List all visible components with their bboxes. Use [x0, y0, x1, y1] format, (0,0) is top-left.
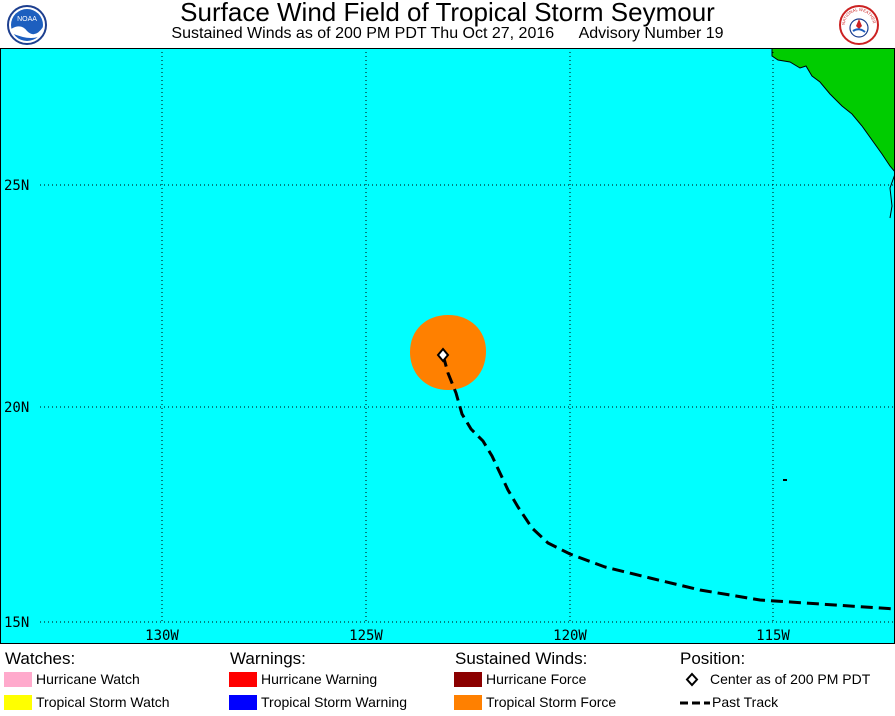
legend-tropical-storm-warning: Tropical Storm Warning [229, 694, 407, 710]
noaa-logo-text: NOAA [17, 16, 37, 23]
tropical-storm-wind-field [410, 315, 486, 390]
lon-label-125w: 125W [349, 628, 383, 644]
diamond-icon [685, 672, 699, 686]
page-subtitle: Sustained Winds as of 200 PM PDT Thu Oct… [0, 25, 895, 43]
legend-position-heading: Position: [680, 649, 746, 668]
tropical-storm-warning-swatch [229, 694, 257, 710]
legend-label: Hurricane Warning [261, 671, 378, 687]
storm-map: 25N 20N 15N 130W 125W 120W 115W [0, 48, 895, 644]
nws-logo-icon: NATIONAL WEATHER SERVICE [839, 5, 879, 45]
lon-label-120w: 120W [553, 628, 587, 644]
hurricane-warning-swatch [229, 671, 257, 687]
noaa-logo-icon: NOAA [7, 5, 47, 45]
graticule [40, 48, 895, 623]
lat-label-20n: 20N [4, 400, 29, 416]
legend-center: Center as of 200 PM PDT [684, 671, 870, 687]
legend-hurricane-warning: Hurricane Warning [229, 671, 377, 687]
subtitle-advisory: Advisory Number 19 [578, 25, 724, 42]
hurricane-force-swatch [454, 671, 482, 687]
legend-label: Past Track [712, 694, 779, 710]
land-baja-california [771, 48, 895, 173]
legend-label: Hurricane Force [486, 671, 587, 687]
subtitle-time: Sustained Winds as of 200 PM PDT Thu Oct… [171, 25, 555, 42]
hurricane-watch-swatch [4, 671, 32, 687]
lon-label-115w: 115W [756, 628, 790, 644]
legend-label: Center as of 200 PM PDT [710, 671, 871, 687]
legend-warnings-heading: Warnings: [230, 649, 306, 668]
legend-past-track: Past Track [680, 694, 778, 710]
lat-label-25n: 25N [4, 178, 29, 194]
legend-tropical-storm-force: Tropical Storm Force [454, 694, 616, 710]
diamond-icon [436, 347, 450, 363]
legend-tropical-storm-watch: Tropical Storm Watch [4, 694, 170, 710]
coastline-mainland [889, 173, 895, 219]
lat-label-15n: 15N [4, 615, 29, 631]
lon-label-130w: 130W [145, 628, 179, 644]
legend-label: Tropical Storm Force [486, 694, 617, 710]
header: NOAA Surface Wind Field of Tropical Stor… [0, 0, 895, 48]
dashed-line-icon [680, 701, 710, 704]
legend-watches-heading: Watches: [5, 649, 76, 668]
past-track [441, 354, 895, 611]
small-island [783, 479, 787, 481]
legend-winds-heading: Sustained Winds: [455, 649, 588, 668]
legend-label: Tropical Storm Warning [261, 694, 408, 710]
legend-label: Tropical Storm Watch [36, 694, 170, 710]
tropical-storm-force-swatch [454, 694, 482, 710]
legend: Watches: Hurricane Watch Tropical Storm … [0, 644, 895, 716]
legend-label: Hurricane Watch [36, 671, 140, 687]
tropical-storm-watch-swatch [4, 694, 32, 710]
page-title: Surface Wind Field of Tropical Storm Sey… [180, 0, 715, 27]
legend-hurricane-force: Hurricane Force [454, 671, 586, 687]
legend-hurricane-watch: Hurricane Watch [4, 671, 140, 687]
